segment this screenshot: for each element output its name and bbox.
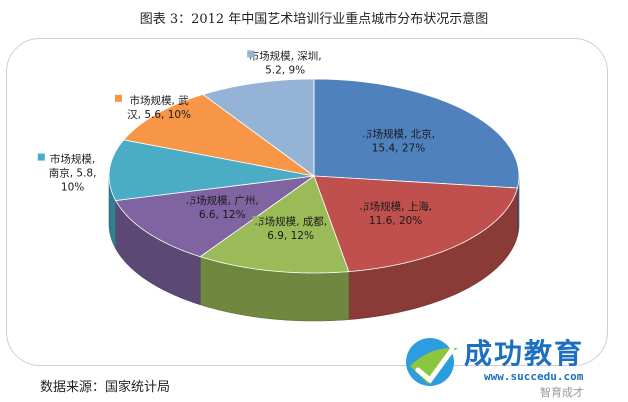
slice-广州 <box>115 175 315 258</box>
legend-key-成都 <box>252 216 260 224</box>
label-北京: 市场规模, 北京, 15.4, 27% <box>362 128 435 155</box>
slice-成都 <box>199 175 350 274</box>
label-武汉: 市场规模, 武汉, 5.6, 10% <box>127 94 191 121</box>
label-上海: 市场规模, 上海, 11.6, 20% <box>359 200 432 227</box>
label-广州: 市场规模, 广州, 6.6, 12% <box>186 194 259 221</box>
data-labels: 市场规模, 北京, 15.4, 27% 市场规模, 上海, 11.6, 20% 市场规模… <box>37 50 435 242</box>
label-深圳: 市场规模, 深圳, 5.2, 9% <box>249 50 322 77</box>
legend-key-深圳 <box>247 50 255 58</box>
logo-watermark: 智育成才 <box>540 386 584 399</box>
slice-南京 <box>108 139 315 201</box>
logo-name: 成功教育 <box>464 337 585 370</box>
succedu-logo: 成功教育 www.succedu.com 智育成才 <box>400 326 626 399</box>
chart-title: 图表 3：2012 年中国艺术培训行业重点城市分布状况示意图 <box>139 12 489 27</box>
legend-key-北京 <box>360 128 368 136</box>
label-成都: 市场规模, 成都, 6.9, 12% <box>254 215 327 242</box>
slice-北京 <box>313 78 520 189</box>
logo-url: www.succedu.com <box>484 370 584 383</box>
legend-key-南京 <box>37 153 45 161</box>
label-南京: 市场规模,南京, 5.8, 10% <box>49 153 97 194</box>
legend-key-武汉 <box>115 94 122 102</box>
logo-swoosh-icon <box>406 338 458 386</box>
pie-top-faces <box>108 78 520 274</box>
slice-上海 <box>313 175 518 273</box>
slice-深圳 <box>202 78 315 177</box>
legend-key-广州 <box>184 195 192 202</box>
slice-武汉 <box>123 94 315 177</box>
legend-key-上海 <box>357 200 365 208</box>
data-source: 数据来源：国家统计局 <box>40 380 171 395</box>
pie-side-walls <box>108 176 520 322</box>
